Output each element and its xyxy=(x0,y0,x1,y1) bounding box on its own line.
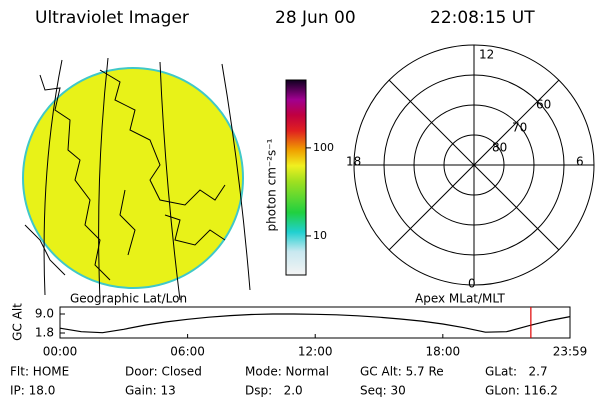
status-field: GLat: 2.7 xyxy=(485,365,548,379)
x-tick-label: 12:00 xyxy=(298,345,333,359)
map-label: Apex MLat/MLT xyxy=(415,292,505,306)
y-tick-label: 9.0 xyxy=(35,306,54,320)
mlt-label: 12 xyxy=(479,48,494,62)
x-tick-label: 23:59 xyxy=(553,345,588,359)
mlt-label: 18 xyxy=(346,155,361,169)
alt-line xyxy=(59,313,571,334)
colorbar-tick-label: 10 xyxy=(313,229,327,242)
status-field: Dsp: 2.0 xyxy=(245,384,303,398)
alt-plot-frame xyxy=(59,306,571,339)
time: 22:08:15 UT xyxy=(430,8,535,28)
colorbar xyxy=(285,79,307,276)
mlt-label: 6 xyxy=(576,155,584,169)
lat-label: 70 xyxy=(512,121,527,135)
lat-label: 80 xyxy=(492,141,507,155)
x-tick-label: 00:00 xyxy=(43,345,78,359)
polar-grid xyxy=(353,44,595,286)
status-field: Gain: 13 xyxy=(125,384,176,398)
status-field: IP: 18.0 xyxy=(10,384,55,398)
y-axis-label: GC Alt xyxy=(11,303,25,341)
status-field: Flt: HOME xyxy=(10,365,69,379)
status-field: Seq: 30 xyxy=(360,384,406,398)
mlt-label: 0 xyxy=(468,277,476,291)
colorbar-tick-label: 100 xyxy=(313,141,334,154)
y-tick-label: 1.8 xyxy=(35,325,54,339)
title: Ultraviolet Imager xyxy=(35,8,189,28)
map-label: Geographic Lat/Lon xyxy=(70,292,187,306)
geo-map xyxy=(22,57,251,300)
colorbar-label: photon cm⁻²s⁻¹ xyxy=(265,138,279,231)
x-tick-label: 06:00 xyxy=(170,345,205,359)
status-field: GC Alt: 5.7 Re xyxy=(360,365,444,379)
status-field: GLon: 116.2 xyxy=(485,384,558,398)
lat-label: 60 xyxy=(536,98,551,112)
x-tick-label: 18:00 xyxy=(426,345,461,359)
date: 28 Jun 00 xyxy=(275,8,356,28)
status-field: Door: Closed xyxy=(125,365,202,379)
status-field: Mode: Normal xyxy=(245,365,329,379)
